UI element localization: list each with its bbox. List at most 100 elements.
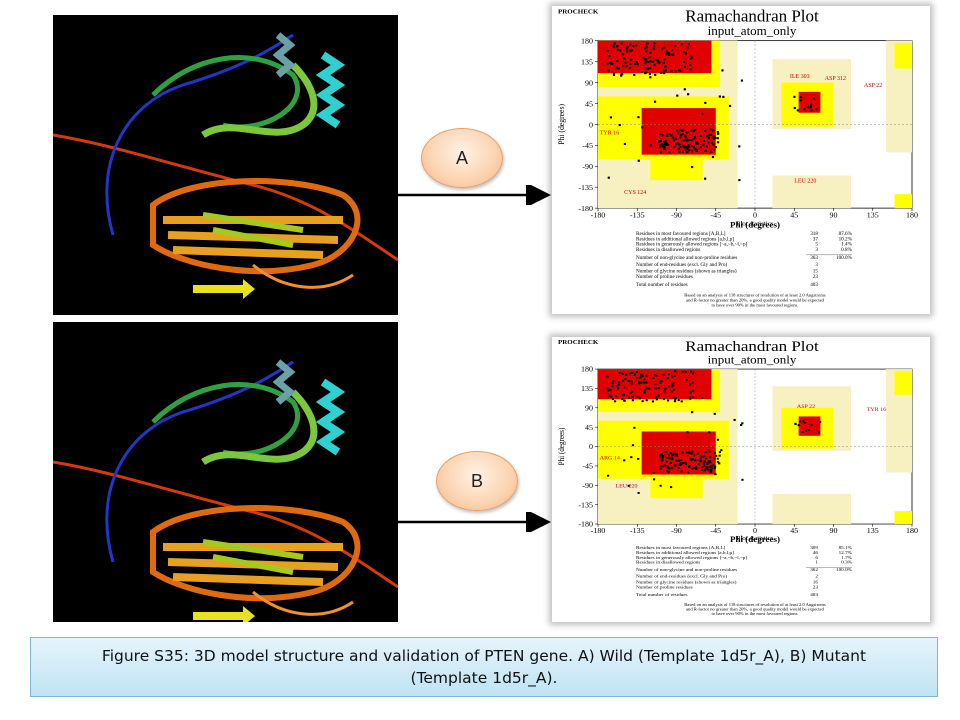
residue-point <box>625 47 628 50</box>
residue-point <box>621 372 624 375</box>
y-tick-label: -180 <box>578 520 593 528</box>
residue-point <box>678 150 681 153</box>
residue-point <box>611 382 614 385</box>
footnote: to have over 90% in the most favoured re… <box>711 611 798 616</box>
residue-point <box>653 374 657 377</box>
stats-count: 363 <box>810 255 818 261</box>
stats-percent: 1.7% <box>841 556 852 561</box>
residue-point <box>803 421 806 424</box>
residue-point <box>741 422 744 425</box>
residue-point <box>703 464 706 467</box>
residue-point <box>718 451 722 454</box>
residue-point <box>630 58 633 61</box>
residue-point <box>623 142 627 146</box>
footnote: to have over 90% in the most favoured re… <box>712 302 799 307</box>
residue-point <box>708 431 711 434</box>
residue-point <box>716 460 720 463</box>
residue-point <box>637 116 640 119</box>
residue-point <box>695 149 698 152</box>
residue-point <box>662 374 665 377</box>
residue-point <box>676 94 679 97</box>
residue-point <box>654 73 657 76</box>
residue-point <box>666 470 669 473</box>
residue-point <box>673 374 677 377</box>
x-tick-label: -135 <box>630 526 645 534</box>
x-tick-label: 180 <box>906 526 918 534</box>
residue-point <box>671 49 674 52</box>
residue-point <box>711 141 714 144</box>
residue-point <box>697 463 700 466</box>
y-tick-label: -90 <box>582 481 593 489</box>
residue-point <box>657 61 661 64</box>
residue-point <box>680 470 683 473</box>
residue-point <box>630 382 633 385</box>
residue-point <box>633 426 636 429</box>
residue-point <box>709 471 712 474</box>
residue-label: ASP 312 <box>825 76 846 82</box>
stats-count: 23 <box>813 586 819 591</box>
residue-point <box>658 145 662 148</box>
residue-point <box>713 467 716 470</box>
arrow <box>398 185 551 205</box>
residue-point <box>643 47 647 50</box>
residue-point <box>652 471 655 474</box>
residue-point <box>716 457 719 460</box>
residue-point <box>690 144 694 147</box>
x-axis-label: Phi (degrees) <box>730 220 780 230</box>
residue-point <box>629 62 632 65</box>
residue-point <box>627 484 630 487</box>
residue-point <box>688 138 691 142</box>
residue-point <box>685 138 688 141</box>
residue-point <box>688 396 691 399</box>
residue-point <box>659 467 662 470</box>
residue-point <box>648 56 651 59</box>
residue-point <box>682 462 685 465</box>
protein-structure-image <box>53 322 398 622</box>
x-tick-label: 90 <box>830 211 838 220</box>
residue-point <box>712 138 715 141</box>
residue-point <box>663 58 666 61</box>
x-tick-label: -180 <box>591 211 606 220</box>
residue-point <box>682 51 685 54</box>
residue-point <box>608 55 611 58</box>
residue-point <box>659 454 662 457</box>
residue-point <box>641 375 644 378</box>
residue-point <box>689 370 693 373</box>
stats-count: 37 <box>813 236 819 242</box>
residue-point <box>685 379 688 382</box>
residue-point <box>701 396 704 399</box>
residue-point <box>713 465 717 468</box>
stats-count: 3 <box>815 262 818 268</box>
residue-point <box>662 61 665 64</box>
residue-point <box>608 61 611 65</box>
residue-point <box>713 135 716 138</box>
ramachandran-plot: PROCHECK Ramachandran Plotinput_atom_only… <box>552 337 930 622</box>
stats-count: 6 <box>815 556 818 561</box>
residue-point <box>703 469 706 472</box>
stats-count: 1 <box>815 561 818 566</box>
plot-title: Ramachandran Plot <box>685 7 819 26</box>
residue-point <box>666 456 669 459</box>
stats-label: Residues in generously allowed regions [… <box>636 556 747 561</box>
x-tick-label: 0 <box>753 211 757 220</box>
residue-point <box>674 370 677 373</box>
residue-point <box>704 177 707 180</box>
residue-point <box>686 131 689 134</box>
residue-point <box>692 146 696 149</box>
residue-point <box>628 372 632 375</box>
residue-point <box>706 466 709 469</box>
residue-point <box>699 146 702 149</box>
residue-point <box>665 142 668 145</box>
residue-point <box>709 133 713 136</box>
stats-title: Plot statistics <box>736 221 773 228</box>
residue-point <box>692 396 695 399</box>
residue-point <box>716 137 719 140</box>
residue-point <box>686 471 690 474</box>
residue-point <box>738 179 741 182</box>
residue-point <box>655 374 658 377</box>
residue-point <box>638 397 641 400</box>
residue-point <box>654 58 657 61</box>
residue-point <box>658 381 662 384</box>
stats-label: Total number of residues <box>636 281 688 288</box>
residue-point <box>664 451 667 454</box>
